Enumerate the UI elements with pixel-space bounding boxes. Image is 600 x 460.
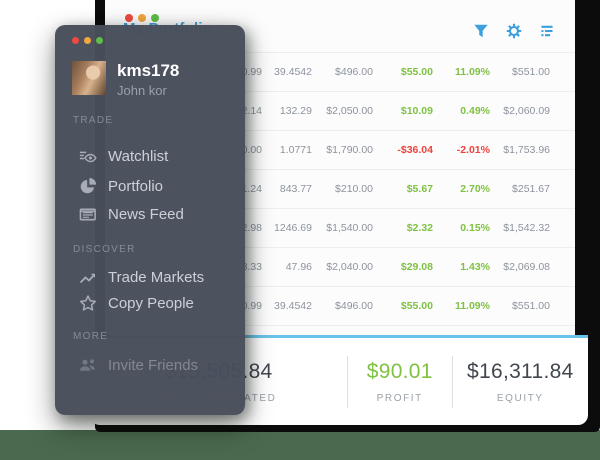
invested-cell: $1,540.00	[326, 222, 373, 234]
sidebar-item-invite-friends[interactable]: Invite Friends	[79, 353, 198, 377]
sidebar-item-label: News Feed	[108, 205, 184, 223]
profit-pct-cell: -2.01%	[456, 144, 490, 156]
equity-label: EQUITY	[496, 392, 544, 404]
list-settings-icon[interactable]	[539, 23, 555, 39]
profit-label: PROFIT	[376, 392, 423, 404]
trend-chart-icon	[79, 268, 97, 286]
section-header-trade: TRADE	[73, 115, 114, 126]
price-cell: 0.00	[241, 144, 262, 156]
table-row[interactable]: 0.99 39.4542 $496.00 $55.00 11.09% $551.…	[105, 53, 575, 92]
equity-value: $16,311.84	[467, 359, 574, 383]
invite-people-icon	[79, 356, 97, 374]
star-icon	[79, 294, 97, 312]
price-cell: 0.99	[241, 66, 262, 78]
table-row[interactable]: 0.00 1.0771 $1,790.00 -$36.04 -2.01% $1,…	[105, 131, 575, 170]
profit-pct-cell: 11.09%	[454, 66, 490, 78]
sidebar-item-label: Watchlist	[108, 147, 169, 165]
profit-pct-cell: 0.49%	[460, 105, 490, 117]
price-cell: 0.99	[241, 300, 262, 312]
invested-cell: $2,050.00	[326, 105, 373, 117]
table-row[interactable]: 2.14 132.29 $2,050.00 $10.09 0.49% $2,06…	[105, 92, 575, 131]
user-avatar[interactable]	[72, 61, 106, 95]
profit-cell: $55.00	[400, 300, 433, 312]
invested-cell: $496.00	[335, 66, 373, 78]
sidebar-item-label: Invite Friends	[108, 356, 199, 374]
table-row[interactable]: 1.24 843.77 $210.00 $5.67 2.70% $251.67	[105, 170, 575, 209]
close-window-button[interactable]	[72, 37, 79, 44]
value-cell: $551.00	[512, 300, 550, 312]
portfolio-toolbar	[473, 23, 555, 39]
price-cell: 2.14	[241, 105, 262, 117]
value-cell: $251.67	[512, 183, 550, 195]
sidebar-item-label: Trade Markets	[108, 268, 205, 286]
profit-cell: $55.00	[400, 66, 433, 78]
profit-pct-cell: 0.15%	[460, 222, 490, 234]
newspaper-icon	[79, 205, 97, 223]
profit-pct-cell: 1.43%	[460, 261, 490, 273]
close-window-button[interactable]	[125, 14, 133, 22]
profit-cell: $5.67	[406, 183, 433, 195]
value-cell: $2,069.08	[503, 261, 550, 273]
profit-pct-cell: 2.70%	[460, 183, 490, 195]
window-controls	[125, 14, 159, 22]
value-cell: $1,753.96	[503, 144, 550, 156]
profit-cell: $2.32	[406, 222, 433, 234]
profit-cell: $29.08	[400, 261, 433, 273]
price-cell: 2.98	[241, 222, 262, 234]
minimize-window-button[interactable]	[138, 14, 146, 22]
navigation-sidebar: kms178 John kor TRADE Watchlist Portfoli…	[55, 25, 245, 415]
zoom-window-button[interactable]	[151, 14, 159, 22]
stat-divider	[346, 355, 348, 408]
invested-cell: $496.00	[335, 300, 373, 312]
portfolio-table: 0.99 39.4542 $496.00 $55.00 11.09% $551.…	[105, 52, 575, 365]
gear-icon[interactable]	[506, 23, 522, 39]
zoom-window-button[interactable]	[96, 37, 103, 44]
sidebar-item-portfolio[interactable]: Portfolio	[79, 174, 163, 198]
watchlist-eye-icon	[79, 147, 97, 165]
section-header-more: MORE	[73, 331, 109, 342]
table-row[interactable]: 0.99 39.4542 $496.00 $55.00 11.09% $551.…	[105, 287, 575, 326]
value-cell: $1,542.32	[503, 222, 550, 234]
units-cell: 1246.69	[274, 222, 312, 234]
bottom-green-band	[0, 430, 600, 460]
profit-cell: $10.09	[400, 105, 433, 117]
value-cell: $551.00	[512, 66, 550, 78]
profit-cell: -$36.04	[397, 144, 433, 156]
units-cell: 39.4542	[274, 66, 312, 78]
value-cell: $2,060.09	[503, 105, 550, 117]
units-cell: 132.29	[279, 105, 312, 117]
profit-stat: $90.01 PROFIT	[348, 338, 452, 425]
user-full-name: John kor	[117, 83, 167, 98]
pie-chart-icon	[79, 177, 97, 195]
sidebar-item-news-feed[interactable]: News Feed	[79, 202, 184, 226]
sidebar-window-controls	[72, 37, 103, 44]
units-cell: 47.96	[285, 261, 312, 273]
minimize-window-button[interactable]	[84, 37, 91, 44]
invested-cell: $2,040.00	[326, 261, 373, 273]
price-cell: 1.24	[241, 183, 262, 195]
table-row[interactable]: 2.98 1246.69 $1,540.00 $2.32 0.15% $1,54…	[105, 209, 575, 248]
profit-pct-cell: 11.09%	[454, 300, 490, 312]
sidebar-item-label: Portfolio	[108, 177, 164, 195]
sidebar-item-label: Copy People	[108, 294, 194, 312]
section-header-discover: DISCOVER	[73, 244, 136, 255]
table-row[interactable]: 3.33 47.96 $2,040.00 $29.08 1.43% $2,069…	[105, 248, 575, 287]
units-cell: 39.4542	[274, 300, 312, 312]
filter-icon[interactable]	[473, 23, 489, 39]
sidebar-item-copy-people[interactable]: Copy People	[79, 291, 194, 315]
profit-value: $90.01	[366, 359, 433, 383]
username: kms178	[117, 61, 180, 80]
sidebar-item-watchlist[interactable]: Watchlist	[79, 144, 168, 168]
equity-stat: $16,311.84 EQUITY	[453, 338, 588, 425]
invested-cell: $210.00	[335, 183, 373, 195]
price-cell: 3.33	[241, 261, 262, 273]
units-cell: 1.0771	[279, 144, 312, 156]
sidebar-item-trade-markets[interactable]: Trade Markets	[79, 265, 204, 289]
invested-cell: $1,790.00	[326, 144, 373, 156]
units-cell: 843.77	[279, 183, 312, 195]
stat-divider	[451, 355, 453, 408]
